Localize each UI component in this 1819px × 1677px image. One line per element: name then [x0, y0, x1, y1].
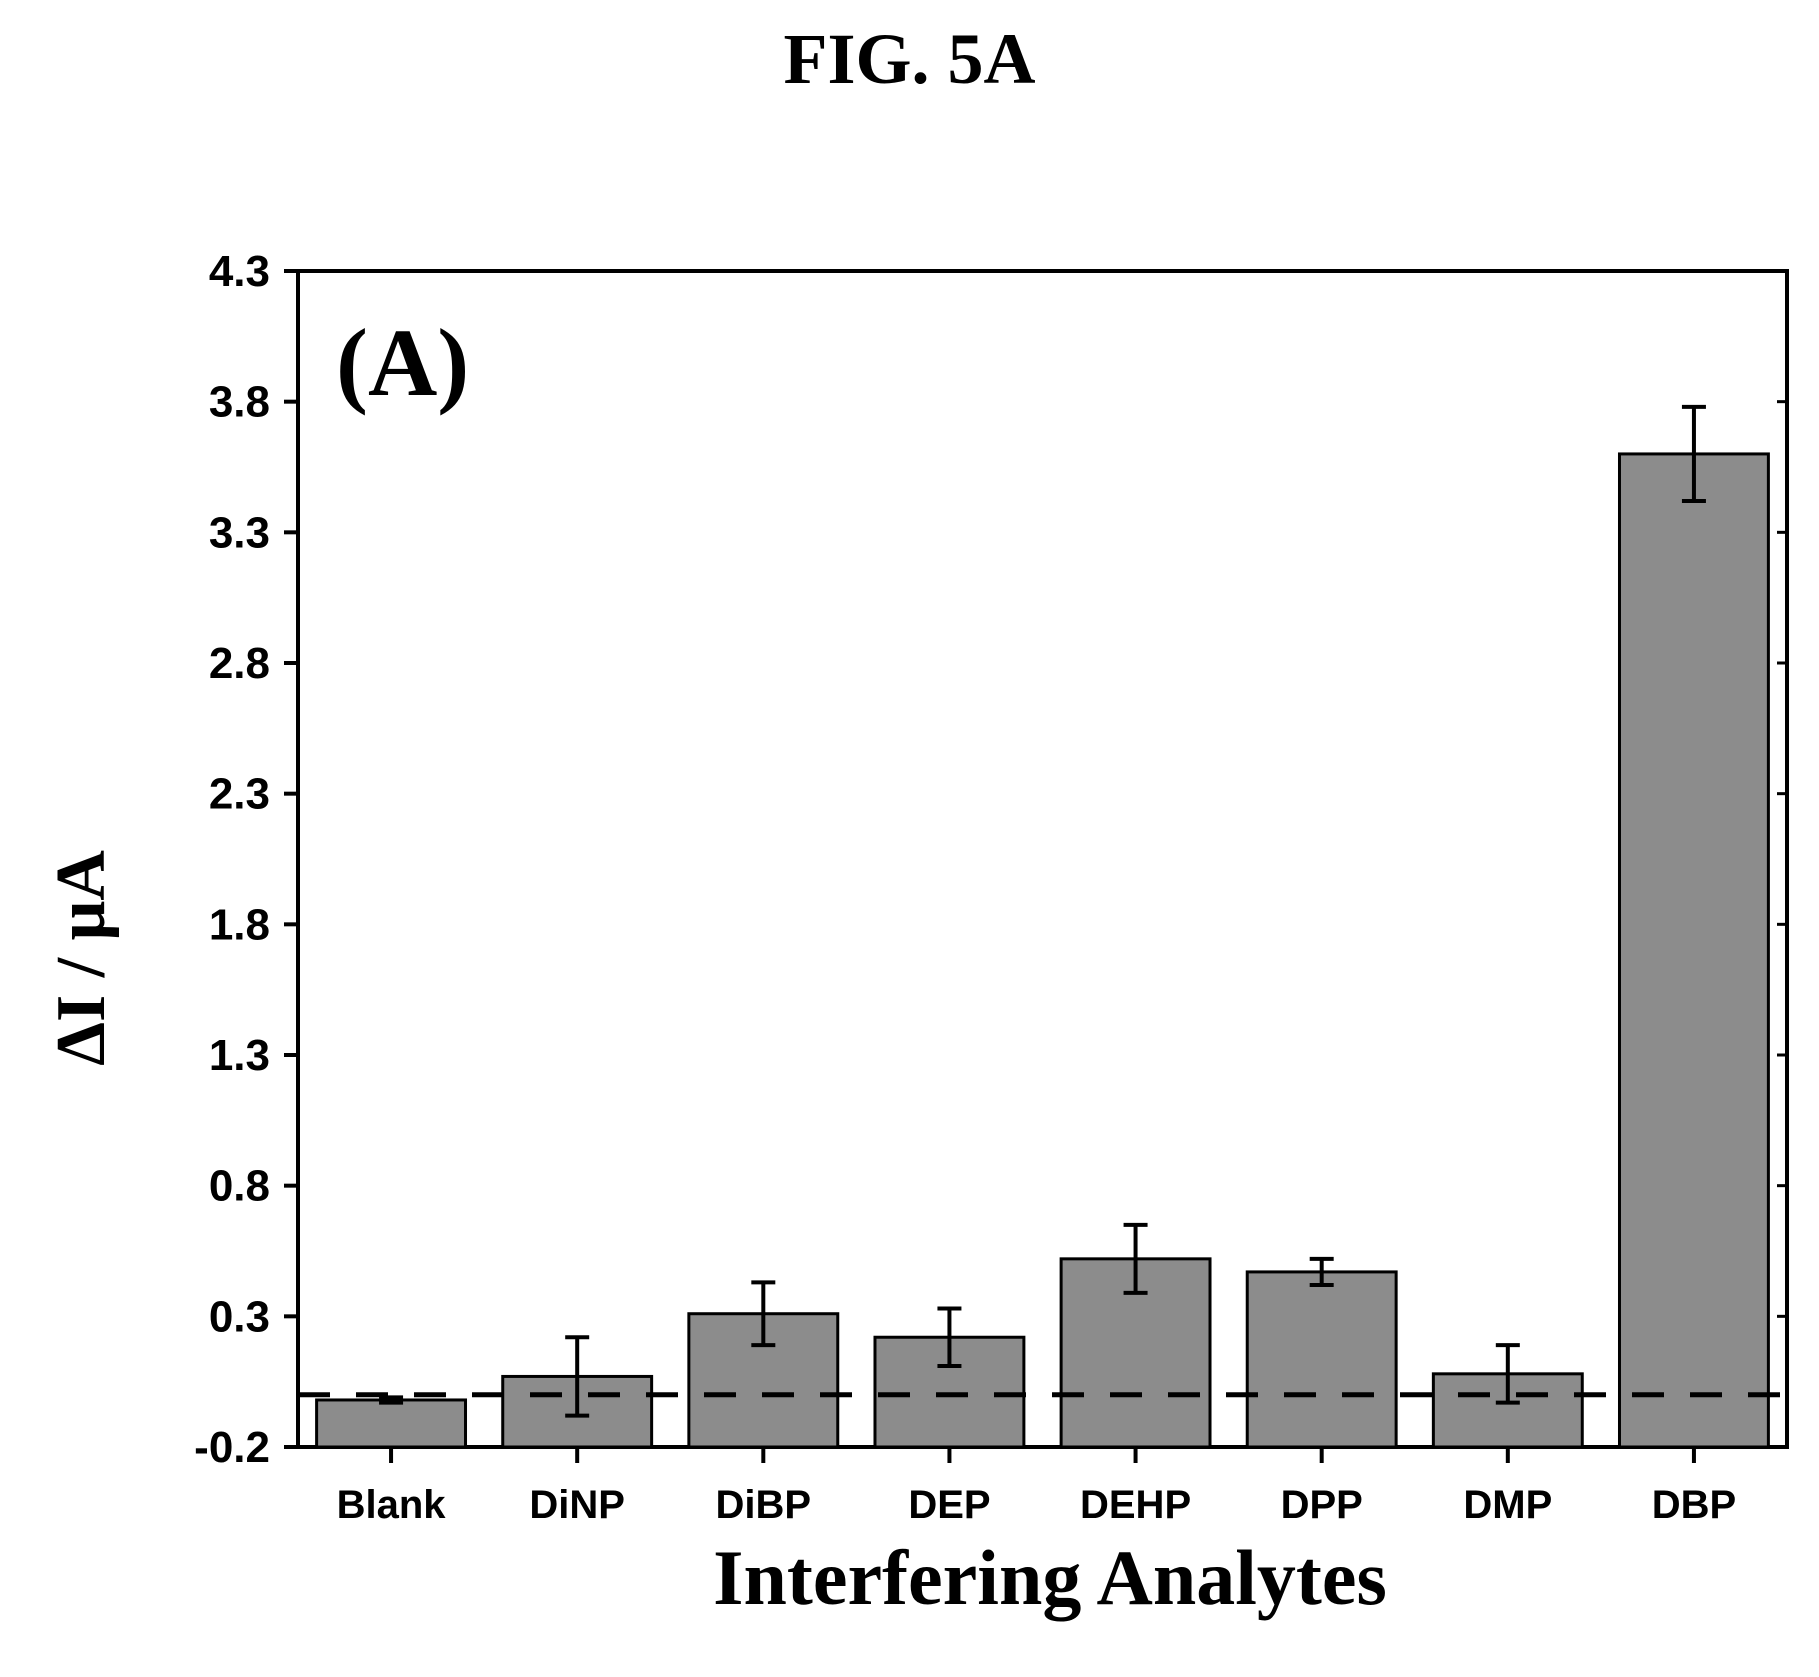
bar-dpp — [1245, 1270, 1398, 1449]
x-tick-label-dbp: DBP — [1652, 1483, 1736, 1527]
y-tick-label: -0.2 — [194, 1423, 270, 1472]
y-axis-title: ΔI / μA — [43, 850, 120, 1066]
y-tick-label: 4.3 — [209, 247, 270, 296]
x-tick-label-dehp: DEHP — [1080, 1483, 1191, 1527]
y-tick-label: 1.3 — [209, 1031, 270, 1080]
x-tick-label-dinp: DiNP — [529, 1483, 625, 1527]
x-tick-label-dpp: DPP — [1281, 1483, 1363, 1527]
y-tick-label: 0.8 — [209, 1162, 270, 1211]
x-tick-label-dmp: DMP — [1463, 1483, 1552, 1527]
y-tick-label: 2.8 — [209, 639, 270, 688]
plot-frame — [296, 269, 1789, 1449]
x-tick-label-blank: Blank — [337, 1483, 447, 1527]
y-tick-label: 3.3 — [209, 508, 270, 557]
figure-title: FIG. 5A — [783, 19, 1036, 99]
y-tick-label: 0.3 — [209, 1292, 270, 1341]
bar-blank — [315, 1398, 468, 1449]
y-tick-label: 2.3 — [209, 770, 270, 819]
bar-dbp — [1617, 452, 1770, 1449]
x-axis-title: Interfering Analytes — [713, 1534, 1387, 1621]
panel-label: (A) — [336, 309, 469, 416]
x-tick-label-dibp: DiBP — [716, 1483, 812, 1527]
y-tick-label: 3.8 — [209, 378, 270, 427]
x-tick-label-dep: DEP — [908, 1483, 990, 1527]
y-tick-label: 1.8 — [209, 900, 270, 949]
